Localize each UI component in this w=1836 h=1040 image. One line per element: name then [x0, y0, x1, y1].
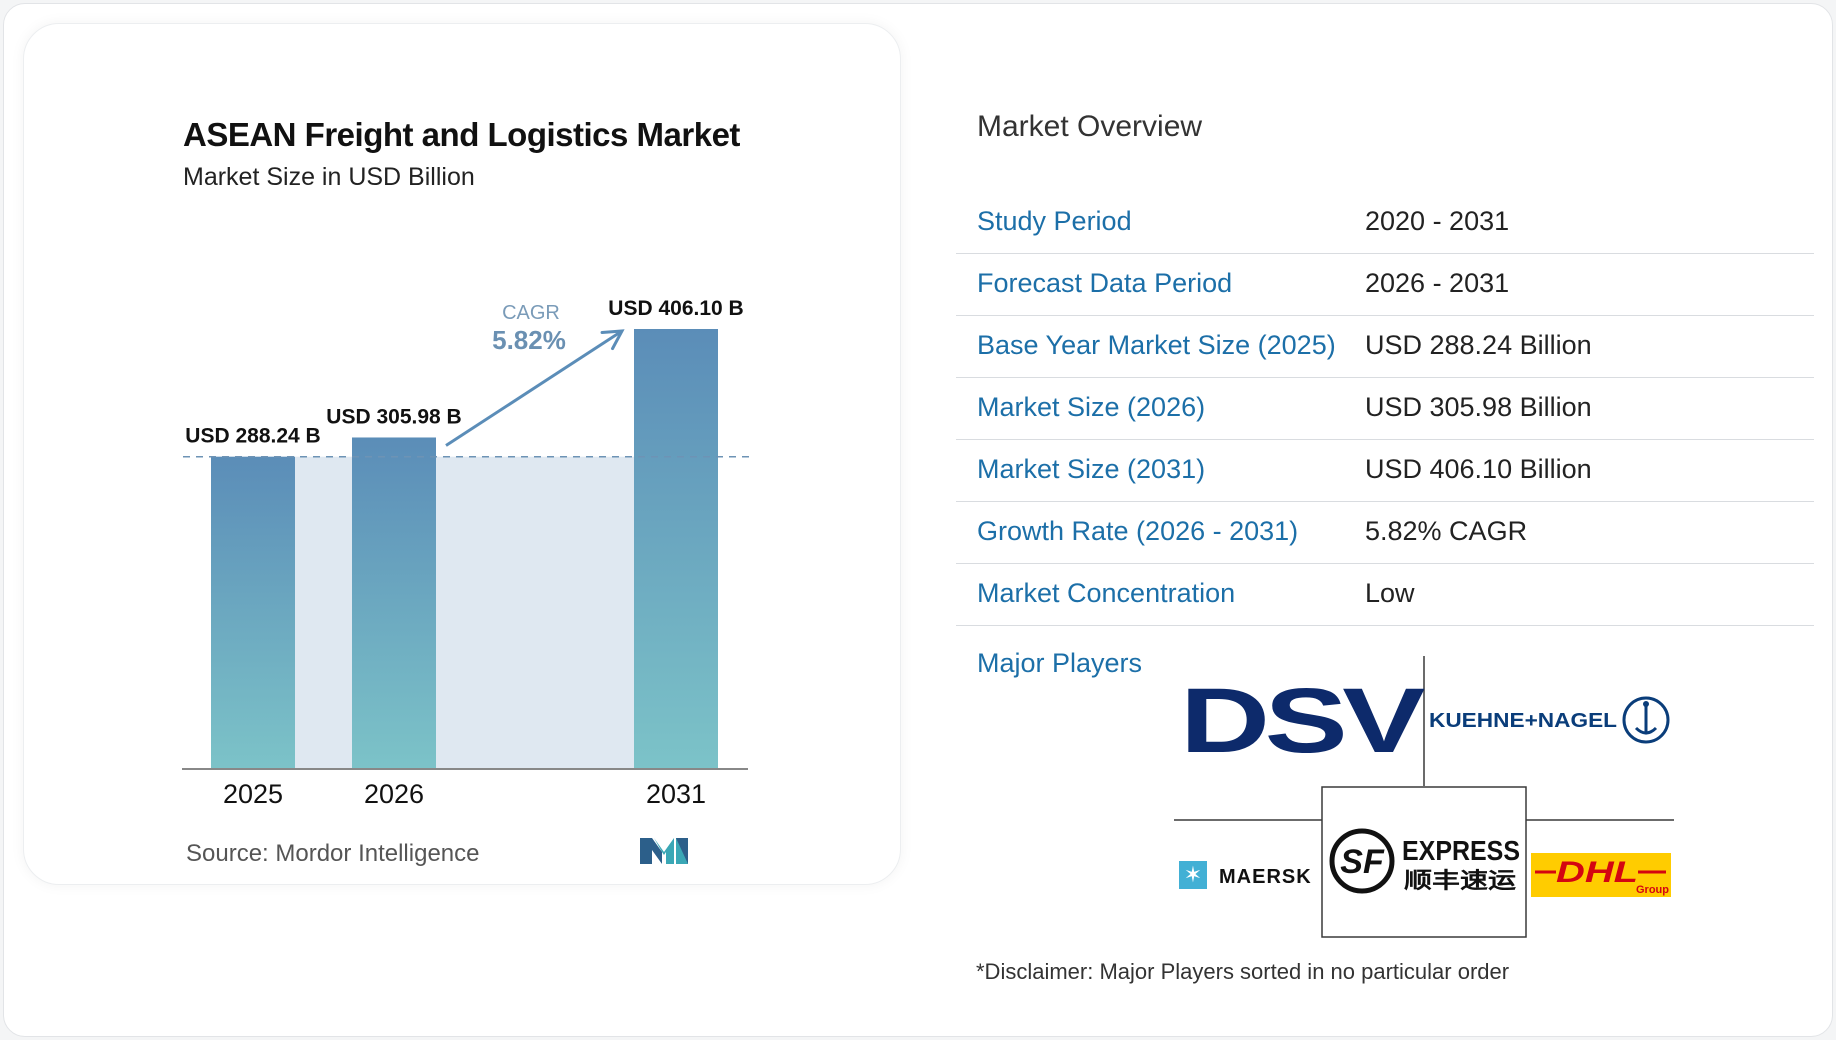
- cagr-label: CAGR: [502, 302, 560, 324]
- row-value: 5.82% CAGR: [1365, 516, 1528, 546]
- cagr-arrow: [445, 329, 623, 447]
- overview-row: Market Size (2026) USD 305.98 Billion: [956, 378, 1814, 440]
- bar: [211, 456, 295, 769]
- row-key: Forecast Data Period: [977, 268, 1233, 298]
- overview-title: Market Overview: [977, 110, 1203, 143]
- bar: [634, 329, 718, 769]
- chart-title: ASEAN Freight and Logistics Market: [183, 116, 740, 153]
- row-value: USD 288.24 Billion: [1365, 330, 1592, 360]
- chart-subtitle: Market Size in USD Billion: [183, 163, 475, 191]
- overview-row: Growth Rate (2026 - 2031) 5.82% CAGR: [956, 502, 1814, 564]
- row-key: Market Concentration: [977, 578, 1236, 608]
- chart-source: Source: Mordor Intelligence: [186, 840, 480, 867]
- data-label: USD 406.10 B: [608, 297, 743, 320]
- row-value: USD 305.98 Billion: [1365, 392, 1592, 422]
- data-label: USD 288.24 B: [185, 425, 320, 448]
- x-tick-label: 2026: [364, 779, 424, 809]
- disclaimer: *Disclaimer: Major Players sorted in no …: [976, 959, 1510, 984]
- cagr-value: 5.82%: [492, 325, 566, 355]
- row-key: Market Size (2031): [977, 454, 1206, 484]
- cagr-arrow-head: [600, 329, 625, 351]
- x-tick-label: 2025: [223, 779, 283, 809]
- row-key: Market Size (2026): [977, 392, 1206, 422]
- overview-row: Market Concentration Low: [956, 564, 1814, 626]
- bar: [352, 437, 436, 769]
- row-key: Growth Rate (2026 - 2031): [977, 516, 1299, 546]
- bar-chart: 2025 2026 2031 USD 288.24 B USD 305.98 B USD …: [182, 297, 752, 809]
- mordor-intelligence-logo-icon: [640, 838, 688, 864]
- baseline-shade: [211, 456, 718, 769]
- overview-row: Market Size (2031) USD 406.10 Billion: [956, 440, 1814, 502]
- overview-row: Base Year Market Size (2025) USD 288.24 …: [956, 316, 1814, 378]
- row-key: Base Year Market Size (2025): [977, 330, 1336, 360]
- row-key: Study Period: [977, 206, 1132, 236]
- overview-row: Study Period 2020 - 2031: [956, 192, 1814, 254]
- major-players-label: Major Players: [977, 648, 1143, 678]
- row-value: Low: [1365, 578, 1415, 608]
- row-value: USD 406.10 Billion: [1365, 454, 1592, 484]
- row-value: 2020 - 2031: [1365, 206, 1510, 236]
- row-value: 2026 - 2031: [1365, 268, 1510, 298]
- x-tick-label: 2031: [646, 779, 706, 809]
- overview-row: Forecast Data Period 2026 - 2031: [956, 254, 1814, 316]
- data-label: USD 305.98 B: [326, 405, 461, 428]
- overview-table: Study Period 2020 - 2031 Forecast Data P…: [956, 192, 1814, 626]
